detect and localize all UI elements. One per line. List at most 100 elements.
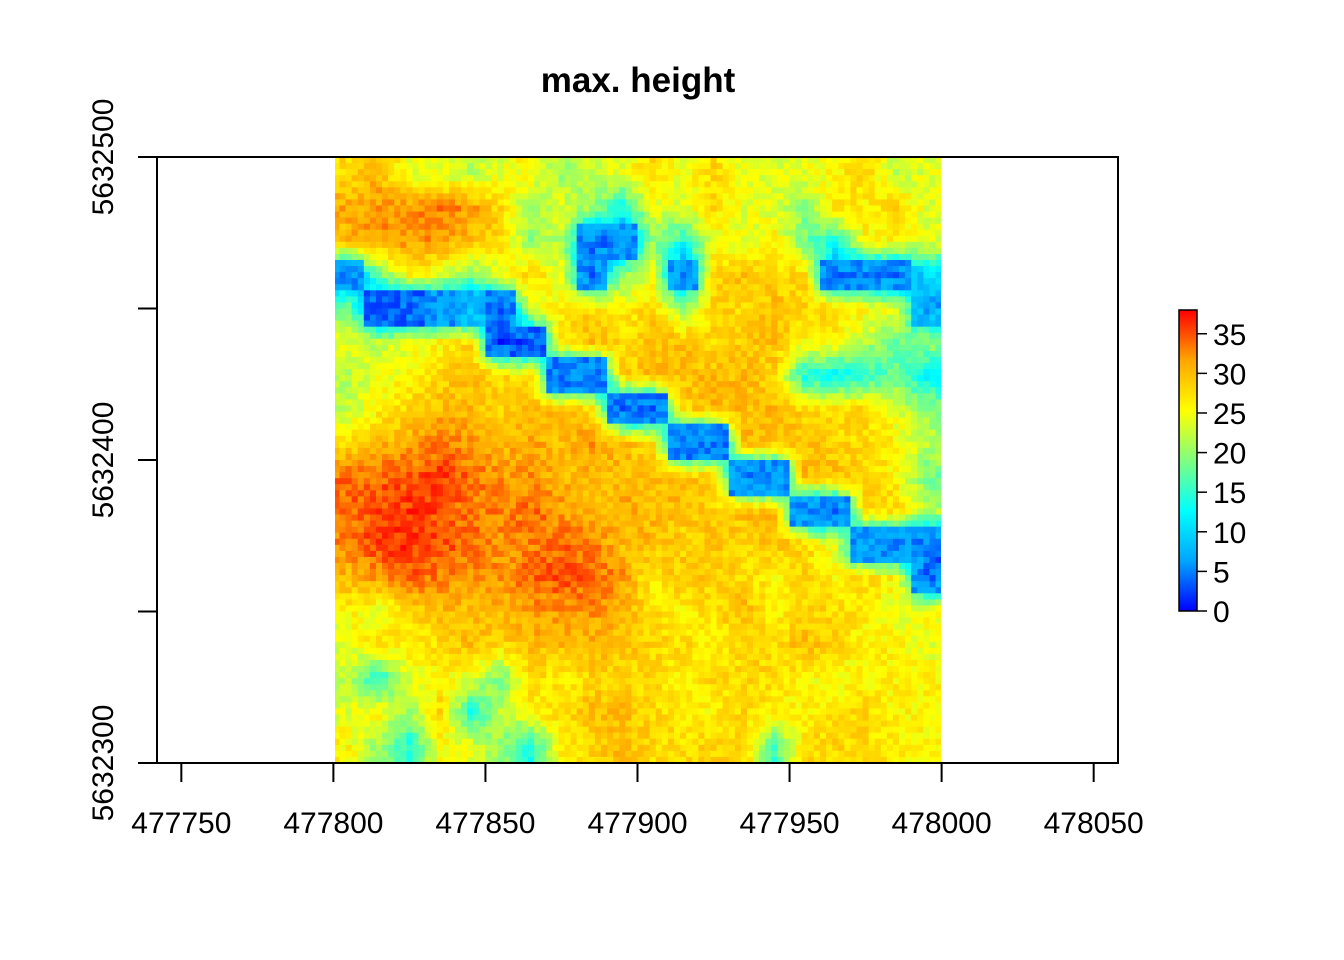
raster-cell	[400, 169, 407, 176]
raster-cell	[582, 356, 590, 364]
raster-cell	[710, 363, 718, 370]
raster-cell	[807, 332, 815, 340]
raster-cell	[753, 175, 760, 182]
raster-cell	[369, 181, 377, 188]
raster-cell	[558, 272, 566, 279]
raster-cell	[382, 405, 389, 413]
raster-cell	[838, 453, 845, 461]
raster-cell	[594, 187, 602, 194]
raster-cell	[594, 399, 602, 407]
raster-cell	[442, 399, 450, 407]
raster-cell	[339, 235, 347, 243]
raster-cell	[771, 344, 778, 352]
raster-cell	[430, 441, 438, 449]
raster-cell	[832, 247, 839, 255]
raster-cell	[637, 247, 645, 255]
raster-cell	[442, 199, 450, 207]
raster-cell	[540, 435, 547, 443]
raster-cell	[461, 387, 468, 394]
raster-cell	[601, 356, 608, 364]
raster-cell	[388, 193, 395, 201]
raster-cell	[692, 229, 699, 237]
raster-cell	[613, 235, 620, 243]
raster-cell	[607, 302, 614, 310]
raster-cell	[856, 314, 864, 322]
raster-cell	[929, 411, 937, 419]
raster-cell	[899, 363, 906, 370]
raster-cell	[534, 399, 541, 407]
raster-cell	[540, 381, 547, 388]
raster-cell	[394, 363, 401, 370]
raster-cell	[375, 344, 383, 352]
raster-cell	[369, 284, 377, 291]
raster-cell	[619, 381, 626, 388]
raster-cell	[661, 205, 669, 213]
raster-cell	[558, 441, 566, 449]
raster-cell	[497, 411, 505, 419]
raster-cell	[838, 387, 845, 394]
raster-cell	[880, 157, 888, 164]
raster-cell	[619, 247, 626, 255]
raster-cell	[357, 393, 365, 400]
raster-cell	[880, 435, 888, 443]
raster-cell	[856, 278, 864, 285]
raster-cell	[911, 399, 918, 407]
raster-cell	[868, 169, 876, 176]
raster-cell	[509, 157, 517, 164]
raster-cell	[929, 247, 937, 255]
raster-cell	[540, 193, 547, 201]
raster-cell	[673, 278, 681, 285]
raster-cell	[923, 381, 931, 388]
raster-cell	[698, 393, 705, 400]
raster-cell	[418, 447, 426, 455]
raster-cell	[357, 441, 365, 449]
raster-cell	[479, 272, 487, 279]
raster-cell	[570, 344, 578, 352]
raster-cell	[753, 369, 760, 376]
raster-cell	[625, 266, 633, 273]
raster-cell	[418, 266, 426, 273]
raster-cell	[862, 253, 870, 261]
raster-cell	[753, 284, 760, 291]
raster-cell	[509, 363, 517, 370]
raster-cell	[892, 344, 900, 352]
raster-cell	[455, 175, 462, 182]
raster-cell	[570, 417, 578, 425]
raster-cell	[631, 199, 639, 207]
raster-cell	[698, 163, 705, 170]
raster-cell	[485, 332, 493, 340]
raster-cell	[601, 169, 608, 176]
raster-cell	[485, 308, 493, 316]
raster-cell	[795, 411, 803, 419]
raster-cell	[382, 223, 389, 231]
raster-cell	[491, 314, 499, 322]
raster-cell	[856, 356, 864, 364]
raster-cell	[765, 241, 772, 249]
raster-cell	[382, 211, 389, 219]
raster-cell	[594, 393, 602, 400]
raster-cell	[722, 429, 730, 437]
raster-cell	[455, 199, 462, 207]
raster-cell	[874, 393, 882, 400]
raster-cell	[339, 253, 347, 261]
raster-cell	[631, 296, 639, 304]
raster-cell	[588, 308, 596, 316]
raster-cell	[485, 229, 493, 237]
raster-cell	[588, 193, 596, 201]
raster-cell	[546, 169, 553, 176]
raster-cell	[649, 187, 657, 194]
raster-cell	[765, 393, 772, 400]
raster-cell	[686, 369, 693, 376]
raster-cell	[923, 435, 931, 443]
raster-cell	[351, 423, 359, 431]
raster-cell	[461, 296, 468, 304]
raster-cell	[759, 169, 766, 176]
raster-cell	[844, 308, 851, 316]
raster-cell	[503, 211, 511, 219]
raster-cell	[564, 260, 572, 267]
raster-cell	[521, 381, 529, 388]
raster-cell	[807, 163, 815, 170]
raster-cell	[874, 338, 882, 346]
raster-cell	[357, 417, 365, 425]
raster-cell	[357, 241, 365, 249]
